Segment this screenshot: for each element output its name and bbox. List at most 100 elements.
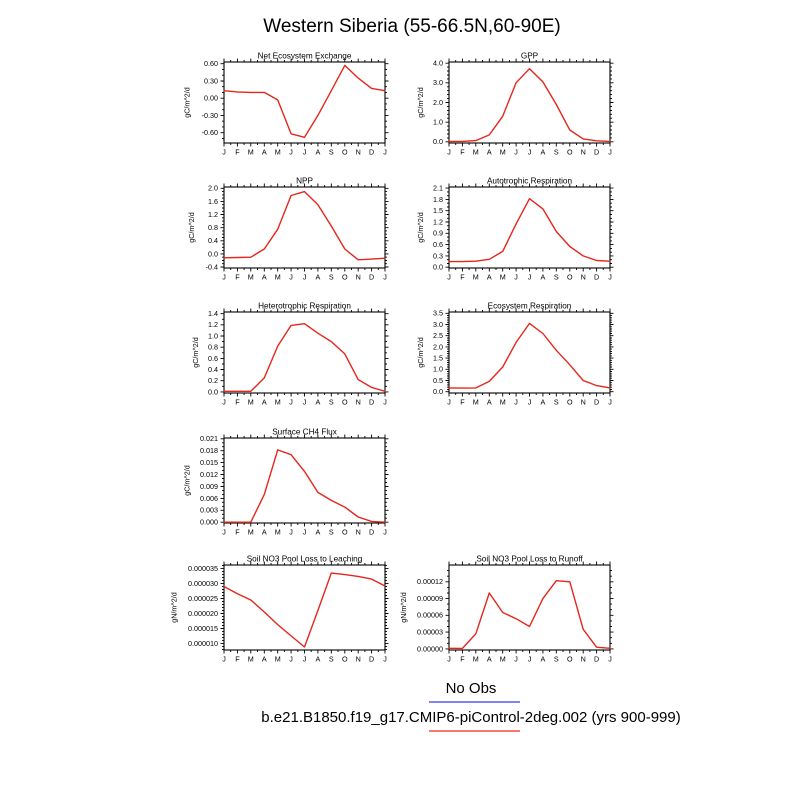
y-tick-label: 0.0: [433, 137, 443, 146]
x-tick-label: F: [235, 528, 240, 537]
x-tick-label: S: [329, 398, 334, 407]
y-tick-label: 0.00: [204, 94, 218, 103]
plot-frame: [223, 437, 386, 524]
x-tick-label: J: [289, 148, 293, 157]
x-tick-label: N: [581, 148, 586, 157]
y-tick-label: 0.0: [433, 387, 443, 396]
series-line: [223, 572, 386, 648]
y-tick-label: 0.00006: [417, 611, 443, 620]
series-line: [448, 580, 611, 650]
x-tick-label: M: [275, 273, 281, 282]
y-tick-label: 1.5: [433, 206, 443, 215]
y-tick-label: 0.009: [200, 482, 218, 491]
y-tick-label: 1.0: [208, 331, 218, 340]
x-tick-label: J: [222, 148, 226, 157]
y-tick-label: 4.0: [433, 59, 443, 68]
y-tick-label: 0.000010: [188, 639, 218, 648]
series-line: [448, 322, 611, 389]
y-tick-label: 1.0: [433, 118, 443, 127]
subplot-title: Autotrophic Respiration: [487, 177, 573, 186]
x-tick-label: S: [554, 273, 559, 282]
subplot-title: Surface CH4 Flux: [272, 428, 337, 437]
y-axis-label: gC/m^2/d: [416, 87, 425, 118]
x-tick-label: A: [541, 398, 546, 407]
y-tick-label: 0.2: [208, 376, 218, 385]
y-axis-label: gC/m^2/d: [416, 337, 425, 368]
series-line: [223, 64, 386, 138]
y-tick-label: 0.021: [200, 434, 218, 443]
axis-ticks: [445, 561, 614, 654]
subplot-soil-no3-pool-loss-to-leaching: J F M A M J J A S O N D J0.0000100.0000150.0000200.0…: [170, 555, 389, 664]
x-tick-label: A: [262, 398, 267, 407]
x-tick-label: J: [383, 273, 387, 282]
x-tick-label: F: [235, 273, 240, 282]
y-tick-label: 0.000030: [188, 579, 218, 588]
x-tick-label: O: [342, 655, 348, 664]
x-tick-label: M: [500, 273, 506, 282]
x-tick-label: N: [356, 273, 361, 282]
y-axis-label: gC/m^2/d: [183, 465, 192, 496]
x-tick-label: F: [460, 655, 465, 664]
x-tick-label: J: [222, 655, 226, 664]
x-tick-label: J: [608, 273, 612, 282]
x-tick-label: J: [303, 528, 307, 537]
x-tick-label: M: [248, 148, 254, 157]
series-line: [223, 449, 386, 523]
x-tick-label: M: [473, 655, 479, 664]
y-tick-label: 2.0: [433, 342, 443, 351]
y-tick-label: 0.5: [433, 376, 443, 385]
x-tick-label: D: [594, 148, 599, 157]
x-tick-label: M: [248, 655, 254, 664]
x-tick-label: A: [316, 148, 321, 157]
x-tick-label: O: [567, 148, 573, 157]
x-tick-label: S: [329, 273, 334, 282]
y-tick-label: 3.5: [433, 309, 443, 318]
x-tick-label: D: [369, 273, 374, 282]
y-axis-label: gC/m^2/d: [416, 212, 425, 243]
y-tick-label: 2.0: [433, 98, 443, 107]
y-tick-label: 0.00000: [417, 644, 443, 653]
legend-no-obs-line: [429, 701, 520, 703]
x-tick-label: M: [473, 148, 479, 157]
axis-ticks: [220, 308, 389, 397]
plot-frame: [223, 186, 386, 269]
y-tick-label: 0.9: [433, 229, 443, 238]
y-tick-label: 0.00012: [417, 577, 443, 586]
axis-ticks: [220, 434, 389, 527]
x-tick-label: F: [460, 398, 465, 407]
y-tick-label: 3.0: [433, 78, 443, 87]
x-tick-label: A: [316, 655, 321, 664]
x-tick-label: M: [275, 398, 281, 407]
x-tick-label: A: [487, 273, 492, 282]
y-tick-label: 0.0: [433, 263, 443, 272]
x-tick-label: A: [316, 398, 321, 407]
x-tick-label: D: [369, 398, 374, 407]
x-tick-label: M: [248, 528, 254, 537]
y-axis-label: gN/m^2/d: [170, 592, 179, 623]
x-tick-label: J: [514, 655, 518, 664]
y-tick-label: 0.012: [200, 470, 218, 479]
y-axis-label: gC/m^2/d: [187, 212, 196, 243]
y-tick-label: 1.2: [208, 320, 218, 329]
y-tick-label: 1.6: [208, 197, 218, 206]
subplot-title: Net Ecosystem Exchange: [258, 52, 352, 61]
y-tick-label: 0.30: [204, 76, 218, 85]
y-tick-label: 0.000015: [188, 624, 218, 633]
x-tick-label: S: [329, 655, 334, 664]
x-tick-label: D: [594, 398, 599, 407]
y-tick-label: 0.003: [200, 506, 218, 515]
subplot-heterotrophic-respiration: J F M A M J J A S O N D J0.00.20.40.60.81.01.21.4gC/…: [191, 302, 389, 407]
x-tick-label: F: [460, 273, 465, 282]
x-tick-label: J: [528, 655, 532, 664]
x-tick-label: M: [500, 148, 506, 157]
subplot-net-ecosystem-exchange: J F M A M J J A S O N D J-0.60-0.300.000.300.60gC/m^…: [183, 52, 389, 157]
y-tick-label: 0.000025: [188, 594, 218, 603]
subplot-title: Ecosystem Respiration: [488, 302, 572, 311]
y-tick-label: 0.6: [433, 240, 443, 249]
plot-frame: [223, 61, 386, 144]
x-tick-label: F: [235, 398, 240, 407]
series-line: [223, 190, 386, 261]
